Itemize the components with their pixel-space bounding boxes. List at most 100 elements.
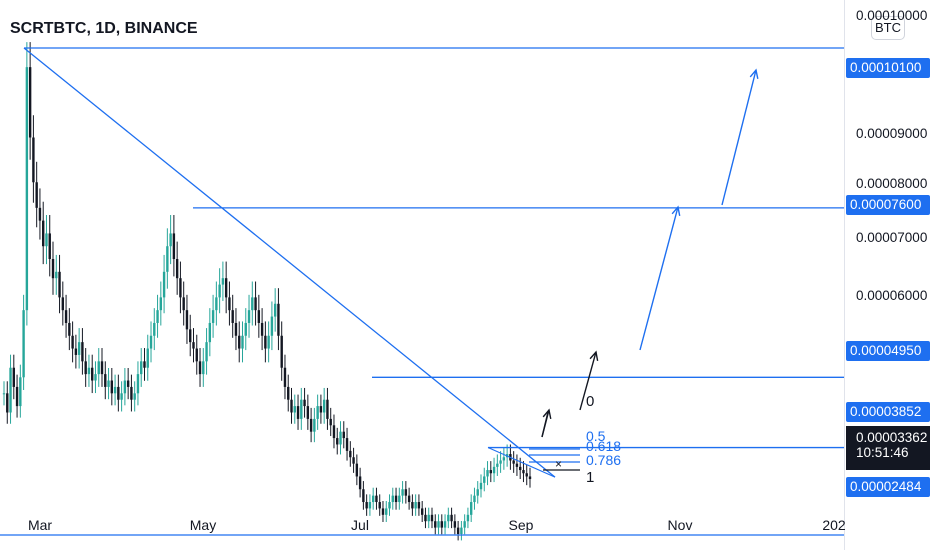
candle-body bbox=[260, 322, 264, 336]
candlestick-series bbox=[2, 42, 532, 541]
last-price-value: 0.00003362 bbox=[856, 430, 928, 445]
candle-body bbox=[499, 460, 502, 464]
candle-body bbox=[241, 335, 244, 349]
candle-body bbox=[296, 406, 300, 419]
candle-body bbox=[287, 386, 290, 400]
candle-body bbox=[352, 457, 355, 464]
candle-body bbox=[385, 508, 388, 515]
candle-body bbox=[87, 367, 91, 375]
candle-body bbox=[434, 521, 437, 528]
candle-body bbox=[398, 495, 401, 503]
candle-body bbox=[316, 406, 319, 419]
time-tick: Sep bbox=[508, 517, 534, 533]
candle-body bbox=[110, 380, 114, 394]
price-tick: 0.00009000 bbox=[856, 126, 928, 141]
candle-body bbox=[117, 386, 120, 400]
projection-arrow-head bbox=[671, 205, 681, 216]
candle-body bbox=[9, 367, 12, 413]
candle-body bbox=[381, 508, 385, 515]
price-tag-level[interactable]: 0.00010100 bbox=[846, 58, 930, 78]
candle-body bbox=[355, 463, 359, 477]
candle-body bbox=[25, 67, 29, 311]
fib-label: 1 bbox=[586, 469, 594, 486]
candle-body bbox=[77, 342, 81, 355]
candle-body bbox=[175, 259, 179, 279]
candle-body bbox=[349, 450, 352, 458]
candle-body bbox=[290, 399, 293, 413]
unit-badge[interactable]: BTC bbox=[871, 16, 905, 40]
candle-body bbox=[342, 431, 345, 439]
candle-body bbox=[6, 393, 9, 413]
candle-body bbox=[38, 207, 42, 221]
candle-body bbox=[234, 322, 238, 336]
candle-body bbox=[218, 284, 221, 298]
candle-body bbox=[238, 335, 241, 349]
price-tick: 0.00010000 bbox=[856, 8, 928, 23]
candle-body bbox=[375, 495, 378, 503]
candle-body bbox=[273, 303, 277, 317]
candle-body bbox=[417, 502, 421, 509]
candle-body bbox=[525, 473, 528, 477]
candle-body bbox=[208, 322, 212, 343]
price-tag-level[interactable]: 0.00007600 bbox=[846, 195, 930, 215]
projection-arrow-head bbox=[589, 350, 599, 361]
candle-body bbox=[492, 466, 496, 474]
candle-body bbox=[166, 246, 169, 272]
price-tick: 0.00006000 bbox=[856, 288, 928, 303]
candle-body bbox=[339, 431, 342, 445]
candle-body bbox=[420, 508, 424, 515]
candle-body bbox=[198, 361, 202, 375]
candle-body bbox=[283, 367, 287, 387]
candle-body bbox=[332, 425, 336, 439]
candle-body bbox=[68, 322, 71, 336]
candle-body bbox=[486, 470, 489, 477]
candle-body bbox=[303, 399, 306, 407]
candle-body bbox=[221, 278, 225, 285]
candle-body bbox=[140, 361, 143, 375]
candle-body bbox=[162, 271, 166, 298]
candle-body bbox=[440, 521, 443, 528]
time-tick: Nov bbox=[667, 517, 693, 533]
candle-body bbox=[522, 470, 525, 474]
candle-body bbox=[528, 476, 532, 480]
candle-body bbox=[424, 514, 427, 522]
candle-body bbox=[228, 297, 231, 311]
chart-title: SCRTBTC, 1D, BINANCE bbox=[10, 20, 198, 37]
candle-body bbox=[113, 386, 117, 394]
candle-body bbox=[251, 297, 254, 311]
price-tick: 0.00007000 bbox=[856, 230, 928, 245]
price-tag-level[interactable]: 0.00002484 bbox=[846, 477, 930, 497]
price-tag-level[interactable]: 0.00004950 bbox=[846, 341, 930, 361]
candle-body bbox=[156, 310, 159, 323]
candle-body bbox=[211, 310, 215, 323]
candle-body bbox=[58, 271, 61, 298]
price-tag-level[interactable]: 0.00003852 bbox=[846, 402, 930, 422]
candle-body bbox=[224, 278, 228, 298]
candle-body bbox=[456, 527, 460, 535]
candle-body bbox=[489, 470, 492, 474]
projection-arrow bbox=[639, 206, 679, 351]
candle-body bbox=[153, 322, 156, 336]
candle-body bbox=[146, 348, 149, 368]
candle-body bbox=[264, 335, 267, 349]
candle-body bbox=[313, 418, 316, 432]
candle-body bbox=[329, 418, 332, 426]
candle-body bbox=[322, 399, 326, 413]
candle-body bbox=[55, 271, 58, 279]
candle-body bbox=[270, 316, 274, 336]
candle-body bbox=[479, 482, 483, 490]
trend-line bbox=[487, 447, 556, 478]
candle-body bbox=[267, 335, 270, 349]
candle-body bbox=[469, 502, 473, 515]
candle-body bbox=[104, 374, 107, 387]
candle-body bbox=[277, 303, 280, 336]
candle-body bbox=[126, 380, 130, 387]
candle-body bbox=[309, 418, 313, 432]
candle-body bbox=[411, 502, 414, 509]
candle-body bbox=[460, 527, 463, 535]
price-tick: 0.00008000 bbox=[856, 176, 928, 191]
candle-body bbox=[81, 342, 84, 362]
candle-body bbox=[97, 361, 100, 375]
